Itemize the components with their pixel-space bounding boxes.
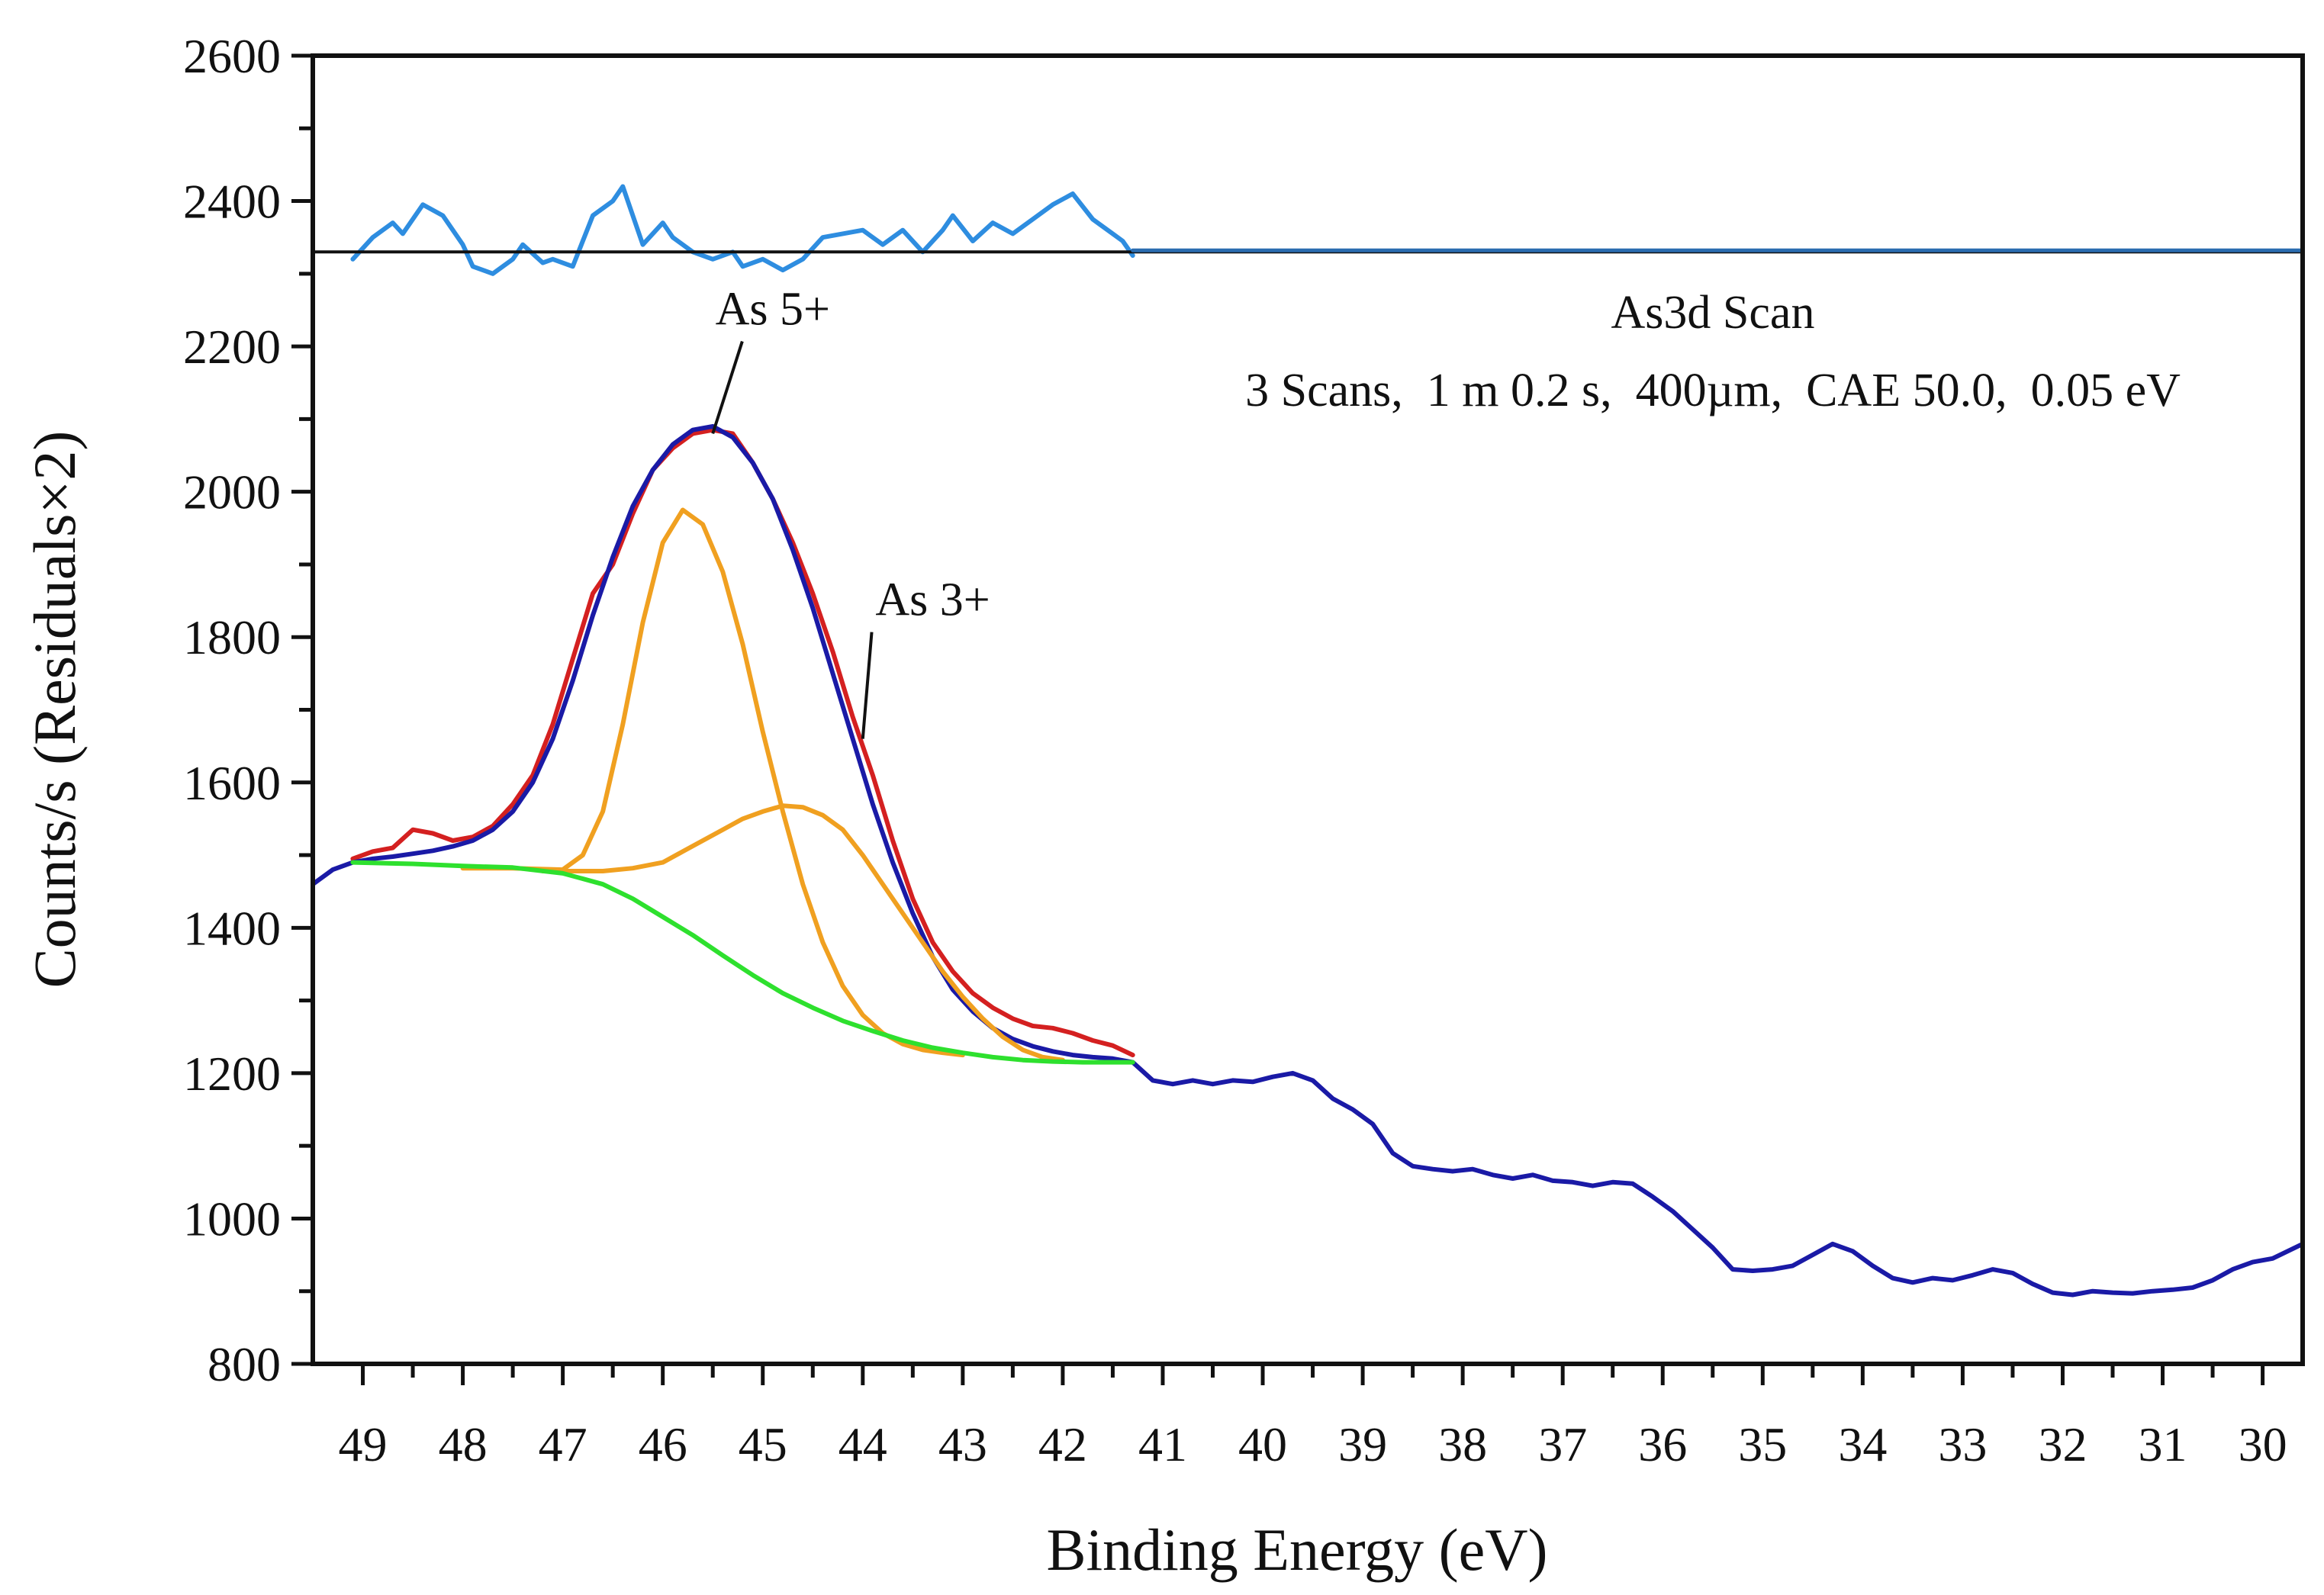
- y-axis: 800 1000 1200 1400 1600 1800 2000 2200 2400 2600: [183, 29, 313, 1391]
- x-tick-label: 42: [1038, 1417, 1087, 1471]
- plot-area: [313, 56, 2303, 1364]
- x-tick-label: 46: [639, 1417, 687, 1471]
- x-tick-label: 43: [938, 1417, 987, 1471]
- x-tick-label: 44: [839, 1417, 887, 1471]
- x-tick-label: 32: [2038, 1417, 2087, 1471]
- y-axis-title: Counts/s (Residuals×2): [21, 431, 88, 989]
- x-tick-label: 48: [439, 1417, 488, 1471]
- annotation-layer: As 5+ As 3+: [711, 284, 990, 739]
- series-line-envelope: [311, 423, 2305, 1298]
- as3-annotation-label: As 3+: [875, 574, 990, 626]
- x-tick-label: 33: [1938, 1417, 1987, 1471]
- x-tick-label: 31: [2139, 1417, 2187, 1471]
- series-line-as-3-component: [540, 803, 1065, 1063]
- y-tick-label: 2400: [183, 175, 281, 229]
- series-line-shirley-background: [350, 860, 1135, 1065]
- series-layer: [311, 184, 2305, 1298]
- x-tick-label: 41: [1138, 1417, 1187, 1471]
- x-tick-label: 35: [1738, 1417, 1787, 1471]
- as5-annotation-label: As 5+: [716, 284, 830, 336]
- x-tick-label: 40: [1238, 1417, 1287, 1471]
- x-axis-title: Binding Energy (eV): [1046, 1516, 1547, 1583]
- x-tick-label: 49: [339, 1417, 388, 1471]
- x-tick-label: 47: [539, 1417, 587, 1471]
- x-tick-label: 39: [1338, 1417, 1387, 1471]
- x-axis: 49 48 47 46 45 44 43 42 41 40 39 38 37 36 35 34 33 32 31 30: [339, 1364, 2287, 1471]
- y-tick-label: 800: [208, 1337, 281, 1391]
- x-tick-label: 45: [739, 1417, 787, 1471]
- y-tick-label: 1800: [183, 610, 281, 664]
- y-tick-label: 2600: [183, 29, 281, 83]
- y-tick-label: 1600: [183, 756, 281, 810]
- y-tick-label: 1000: [183, 1191, 281, 1246]
- chart-title: As3d Scan: [1611, 287, 1815, 339]
- x-tick-label: 34: [1838, 1417, 1887, 1471]
- y-tick-label: 2000: [183, 465, 281, 519]
- chart-subtitle: 3 Scans, 1 m 0.2 s, 400µm, CAE 50.0, 0.0…: [1245, 365, 2181, 416]
- as5-annotation-arrow: [711, 340, 744, 435]
- x-tick-label: 37: [1538, 1417, 1587, 1471]
- as3-annotation-arrow: [861, 632, 874, 739]
- x-tick-label: 30: [2239, 1417, 2287, 1471]
- x-tick-label: 38: [1438, 1417, 1487, 1471]
- y-tick-label: 1400: [183, 901, 281, 955]
- y-tick-label: 2200: [183, 320, 281, 374]
- x-tick-label: 36: [1638, 1417, 1687, 1471]
- y-tick-label: 1200: [183, 1047, 281, 1101]
